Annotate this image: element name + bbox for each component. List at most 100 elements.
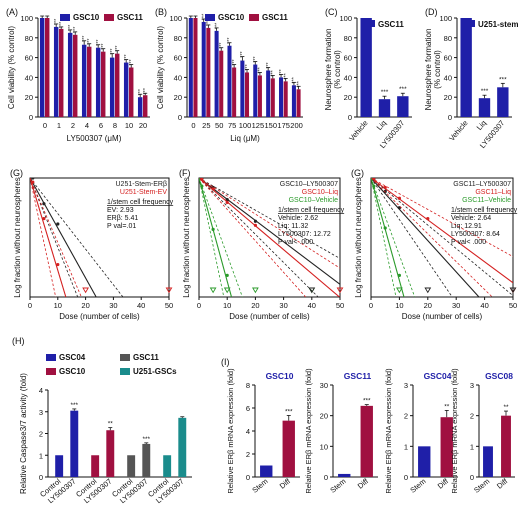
panel-i2-ytick-label: 10 xyxy=(320,442,328,451)
panel-h-legend-swatch xyxy=(46,354,56,361)
panel-i4-sig: ** xyxy=(503,404,509,411)
panel-a-bar xyxy=(137,97,143,117)
panel-a-bar xyxy=(81,44,87,118)
panel-b-bar xyxy=(227,45,232,117)
panel-b-ytick-label: 100 xyxy=(169,14,182,23)
panel-a-bar xyxy=(109,57,115,117)
panel-i4-xtick-label: Stem xyxy=(472,477,491,495)
panel-g2-point xyxy=(426,216,430,221)
panel-g2-point xyxy=(383,185,387,190)
panel-f-point xyxy=(225,198,229,202)
panel-d-ytick-label: 0 xyxy=(448,113,452,122)
panel-d-ylabel: Neurosphere formation xyxy=(424,29,433,111)
panel-g2-xlabel: Dose (number of cells) xyxy=(402,312,483,321)
panel-h-sig: *** xyxy=(70,402,78,409)
panel-i3-title: GSC04 xyxy=(424,371,452,381)
panel-i1-ytick-label: 8 xyxy=(246,381,250,390)
panel-a-legend-swatch xyxy=(60,14,70,21)
panel-f-legend-label: GSC10–Liq xyxy=(302,189,338,196)
panel-g2-info-line: Liq: 12.91 xyxy=(451,223,482,230)
panel-d-ytick-label: 80 xyxy=(444,34,452,43)
panel-g2-ci-line xyxy=(371,178,493,297)
panel-g2-xtick-label: 40 xyxy=(480,301,488,310)
panel-a-legend-label: GSC10 xyxy=(73,13,100,22)
panel-g2-info-line: Vehicle: 2.64 xyxy=(451,215,491,222)
panel-a-ytick-label: 60 xyxy=(25,54,33,63)
panel-c-legend-swatch xyxy=(365,20,375,27)
panel-i4-title: GSC08 xyxy=(485,371,513,381)
panel-d-sig: *** xyxy=(499,76,507,83)
panel-g2-ci-line xyxy=(371,178,397,297)
panel-a-sig: *** xyxy=(115,45,121,52)
panel-f-fit-line xyxy=(199,178,340,285)
panel-i3-ytick-label: 0 xyxy=(404,473,408,482)
panel-g1-xtick-label: 20 xyxy=(81,301,89,310)
panel-b-sig: *** xyxy=(271,69,277,76)
panel-i1-bar xyxy=(282,420,295,477)
panel-b-sig: *** xyxy=(296,80,302,87)
panel-a-bar xyxy=(123,62,129,117)
panel-a-xlabel: LY500307 (μM) xyxy=(67,134,122,143)
panel-b-xtick-label: 125 xyxy=(252,121,265,130)
panel-i2-ytick-label: 20 xyxy=(320,412,328,421)
panel-h-ytick-label: 1 xyxy=(39,451,43,460)
panel-f-open-marker xyxy=(223,287,231,294)
panel-b-bar xyxy=(201,21,206,117)
panel-b-xtick-label: 200 xyxy=(290,121,303,130)
panel-b-bar xyxy=(240,60,245,117)
panel-a-bar xyxy=(87,46,92,117)
panel-c-panel-label: (C) xyxy=(325,7,338,17)
panel-g2-info-line: 1/stem cell frequency xyxy=(451,207,518,214)
panel-i3-ylabel: Relative ERβ mRNA expression (fold) xyxy=(384,368,393,494)
panel-c-sig: *** xyxy=(381,89,389,96)
panel-g1-fit-line xyxy=(30,178,67,297)
panel-f-point xyxy=(211,227,215,231)
panel-f-ci-line xyxy=(199,178,340,259)
panel-d-legend-swatch xyxy=(465,20,475,27)
panel-i4-ytick-label: 2 xyxy=(470,412,474,421)
panel-g1-xlabel: Dose (number of cells) xyxy=(59,312,140,321)
panel-c-bar xyxy=(378,99,391,117)
panel-i2-title: GSC11 xyxy=(344,371,372,381)
panel-b-sig: *** xyxy=(279,68,285,75)
panel-h-legend-swatch xyxy=(46,368,56,375)
panel-f-legend-label: GSC10–Vehicle xyxy=(289,197,339,204)
panel-g1-point xyxy=(42,202,46,206)
panel-i2-xtick-label: Diff xyxy=(356,476,371,491)
panel-f-open-marker xyxy=(209,287,217,294)
panel-h-bar xyxy=(106,430,115,477)
panel-g1-point xyxy=(31,180,35,184)
panel-f-point xyxy=(225,273,229,277)
panel-f-frame xyxy=(198,177,341,298)
panel-d-panel-label: (D) xyxy=(425,7,438,17)
panel-g2-ci-line xyxy=(371,178,416,297)
panel-f-open-marker xyxy=(252,287,259,294)
panel-b-bar xyxy=(214,30,219,117)
panel-i4-bar xyxy=(483,446,493,477)
panel-b-sig: *** xyxy=(283,72,289,79)
panel-a-sig: *** xyxy=(110,48,116,55)
panel-d-bar xyxy=(460,18,472,117)
panel-i1-ytick-label: 0 xyxy=(246,473,250,482)
panel-a-bar xyxy=(129,67,134,117)
panel-a-ytick-label: 80 xyxy=(25,34,33,43)
panel-h-bar xyxy=(91,455,100,477)
panel-g1-xtick-label: 50 xyxy=(165,301,173,310)
panel-a-xtick-label: 1 xyxy=(57,121,61,130)
panel-b-panel-label: (B) xyxy=(155,7,167,17)
panel-g1-ci-line xyxy=(30,178,79,297)
panel-c-ytick-label: 60 xyxy=(344,54,352,63)
panel-f-point xyxy=(211,187,215,191)
panel-c-ytick-label: 0 xyxy=(348,113,352,122)
panel-c-xtick-label: Liq xyxy=(375,119,388,132)
panel-c-ytick-label: 20 xyxy=(344,93,352,102)
panel-g2-xtick-label: 50 xyxy=(509,301,517,310)
panel-g1-fit-line xyxy=(30,178,97,297)
panel-b-sig: *** xyxy=(245,63,251,70)
panel-i1-xtick-label: Stem xyxy=(250,477,269,495)
panel-i3-bar xyxy=(440,417,453,477)
panel-g2-fit-line xyxy=(371,178,480,297)
panel-a-xtick-label: 10 xyxy=(125,121,133,130)
panel-i3-xtick-label: Diff xyxy=(436,476,451,491)
panel-f-plot-area xyxy=(199,178,340,297)
